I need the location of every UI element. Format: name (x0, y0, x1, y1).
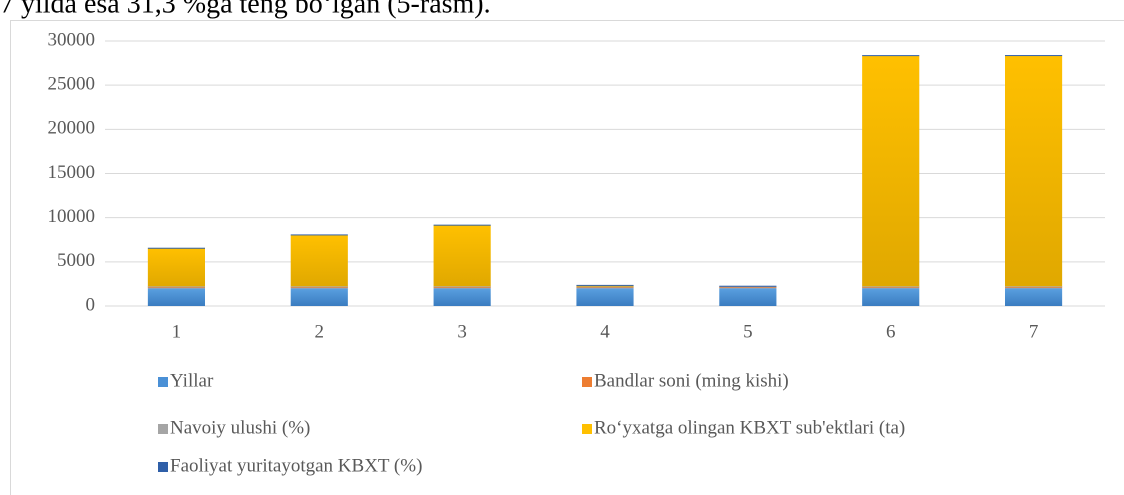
bar-segment (433, 224, 491, 226)
y-tick-label: 30000 (48, 29, 96, 50)
x-tick-label: 3 (457, 321, 467, 342)
x-tick-label: 4 (600, 321, 610, 342)
legend-label: Yillar (170, 370, 214, 391)
legend-swatch (158, 377, 168, 387)
bar-segment (433, 286, 491, 288)
y-tick-label: 10000 (48, 206, 96, 227)
legend-swatch (582, 424, 592, 434)
legend-swatch (158, 424, 168, 434)
bar-segment (147, 288, 205, 306)
legend-label: Bandlar soni (ming kishi) (594, 370, 789, 391)
y-tick-label: 5000 (57, 250, 95, 271)
bar-segment (147, 247, 205, 249)
legend-swatch (158, 462, 168, 472)
bar-segment (862, 288, 920, 306)
bar-segment (576, 288, 634, 306)
caption: 7 yilda esa 31,3 %ga teng bo‘lgan (5-ras… (0, 0, 491, 19)
legend-label: Ro‘yxatga olingan KBXT sub'ektlari (ta) (594, 417, 905, 438)
x-tick-label: 1 (172, 321, 182, 342)
bar-segment (576, 285, 634, 287)
bar-segment (576, 286, 634, 288)
bar-segment (1005, 55, 1063, 287)
y-tick-label: 0 (86, 294, 96, 315)
y-tick-label: 15000 (48, 162, 96, 183)
bar-segment (147, 248, 205, 287)
bar-segment (1005, 288, 1063, 306)
bar-segment (719, 288, 777, 306)
bar-segment (576, 284, 634, 286)
y-tick-label: 25000 (48, 74, 96, 95)
legend-label: Faoliyat yuritayotgan KBXT (%) (170, 455, 422, 476)
x-tick-label: 6 (886, 321, 896, 342)
x-tick-label: 5 (743, 321, 753, 342)
bar-segment (290, 235, 348, 287)
bar-segment (290, 288, 348, 306)
bar-segment (719, 286, 777, 288)
bar-segment (147, 286, 205, 288)
bar-segment (290, 286, 348, 288)
chart: 0 5000 10000 15000 20000 25000 30000 1 2 3 4 5 6 7 Yil… (48, 29, 1105, 476)
legend-label: Navoiy ulushi (%) (170, 417, 310, 438)
chart-border (10, 20, 1124, 495)
bar-segment (862, 55, 920, 287)
x-tick-label: 2 (315, 321, 325, 342)
legend-swatch (582, 377, 592, 387)
bar-segment (862, 286, 920, 288)
bar-segment (719, 285, 777, 287)
y-tick-label: 20000 (48, 118, 96, 139)
bar-segment (433, 288, 491, 306)
bar-segment (1005, 55, 1063, 57)
bar-segment (290, 234, 348, 236)
bar-segment (1005, 286, 1063, 288)
x-tick-label: 7 (1029, 321, 1039, 342)
bar-segment (433, 225, 491, 287)
bar-segment (862, 55, 920, 57)
